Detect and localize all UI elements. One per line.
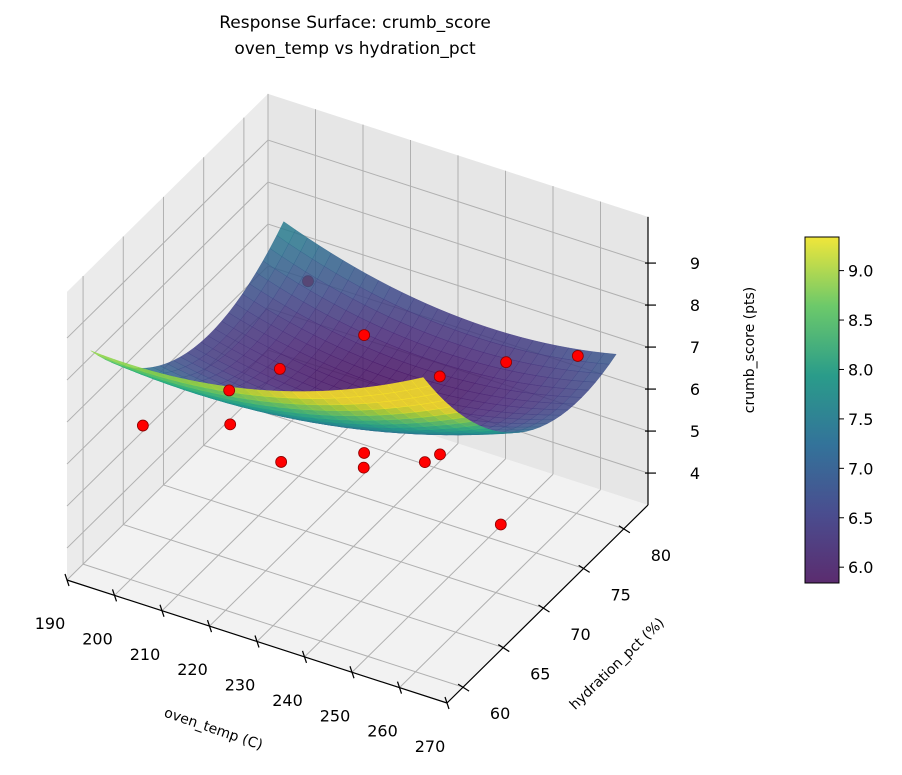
colorbar-tick-label: 7.0 — [848, 459, 873, 478]
gridline-z-leftwall — [66, 139, 269, 339]
x-tick-mark — [64, 573, 70, 587]
data-point — [275, 456, 288, 468]
data-point — [418, 456, 431, 469]
y-tick-label: 80 — [651, 546, 671, 565]
data-point — [571, 350, 584, 362]
data-point — [223, 384, 236, 397]
x-tick-label: 230 — [225, 676, 256, 695]
left-wall-pane — [67, 93, 268, 580]
tick-labels: 190 200 210 220 230 240 250 260 270 60 65 70 75 80 4 5 6… — [35, 254, 700, 756]
data-point — [357, 461, 370, 474]
gridline-x-floor — [399, 489, 601, 688]
gridline-x-floor — [209, 427, 411, 627]
z-axis-label: crumb_score (pts) — [742, 287, 758, 414]
x-tick-mark — [159, 604, 165, 617]
z-tick-label: 8 — [690, 296, 700, 315]
gridline-y-floor — [82, 563, 464, 688]
data-point — [494, 518, 507, 531]
gridline-y-floor — [163, 484, 544, 609]
x-tick-label: 200 — [82, 629, 113, 648]
z-tick-label: 9 — [690, 254, 700, 273]
axis-lines — [64, 216, 656, 710]
gridline-y-floor — [203, 444, 584, 569]
surface-facet — [411, 377, 431, 389]
colorbar-tick-label: 7.5 — [848, 410, 873, 429]
x-tick-label: 260 — [367, 722, 398, 741]
x-axis-label: oven_temp (C) — [162, 705, 265, 754]
data-point — [433, 370, 446, 383]
z-tick-label: 4 — [690, 464, 700, 483]
gridline-z-leftwall — [66, 223, 269, 423]
chart-title: Response Surface: crumb_score — [219, 13, 491, 33]
y-tick-label: 60 — [490, 704, 510, 723]
x-tick-label: 250 — [320, 706, 351, 725]
y-tick-label: 65 — [530, 665, 550, 684]
x-tick-label: 240 — [272, 691, 303, 710]
colorbar-tick-label: 8.0 — [848, 360, 873, 379]
gridline-z-backwall — [267, 181, 649, 306]
y-tick-label: 75 — [611, 585, 631, 604]
gridline-z-backwall — [267, 223, 649, 348]
data-point — [136, 419, 149, 432]
data-point — [434, 448, 446, 461]
x-tick-mark — [301, 650, 308, 664]
x-tick-mark — [396, 681, 403, 694]
gridline-x-floor — [114, 397, 316, 596]
colorbar: 6.0 6.5 7.0 7.5 8.0 8.5 9.0 — [804, 236, 873, 584]
z-tick-label: 7 — [690, 338, 700, 357]
y-tick-label: 70 — [570, 625, 590, 644]
y-tick-mark — [538, 604, 550, 613]
y-tick-mark — [457, 683, 470, 692]
z-tick-label: 5 — [690, 422, 700, 441]
data-point — [358, 447, 371, 459]
gridline-x-floor — [66, 381, 269, 581]
data-point — [224, 418, 237, 431]
gridline-x-floor — [351, 473, 554, 673]
colorbar-tick-label: 8.5 — [848, 311, 873, 330]
gridline-z-backwall — [267, 139, 649, 264]
data-point — [358, 329, 371, 342]
x-tick-mark — [349, 666, 355, 679]
gridline-z-leftwall — [66, 181, 269, 381]
z-tick-label: 6 — [690, 380, 700, 399]
data-point — [500, 356, 513, 369]
gridline-x-floor — [304, 458, 506, 658]
colorbar-tick-label: 9.0 — [848, 262, 873, 281]
colorbar-gradient — [804, 236, 840, 584]
x-tick-label: 210 — [130, 645, 161, 664]
x-tick-mark — [444, 696, 450, 710]
gridline-x-floor — [256, 443, 459, 642]
surface-and-points — [90, 221, 617, 531]
x-tick-label: 190 — [35, 614, 66, 633]
x-tick-mark — [206, 619, 213, 633]
y-tick-mark — [578, 564, 591, 573]
y-axis-line — [446, 504, 649, 704]
data-point — [273, 363, 286, 375]
x-tick-mark — [254, 635, 260, 648]
x-tick-mark — [111, 589, 118, 602]
chart-subtitle: oven_temp vs hydration_pct — [234, 39, 476, 59]
gridline-y-floor — [243, 405, 625, 530]
colorbar-tick-label: 6.0 — [848, 558, 873, 577]
y-tick-mark — [618, 525, 631, 534]
y-tick-mark — [497, 644, 510, 653]
x-tick-label: 270 — [415, 737, 446, 756]
gridline-y-floor — [123, 524, 504, 649]
gridline-x-floor — [161, 412, 364, 612]
x-tick-label: 220 — [177, 660, 208, 679]
colorbar-tick-label: 6.5 — [848, 509, 873, 528]
